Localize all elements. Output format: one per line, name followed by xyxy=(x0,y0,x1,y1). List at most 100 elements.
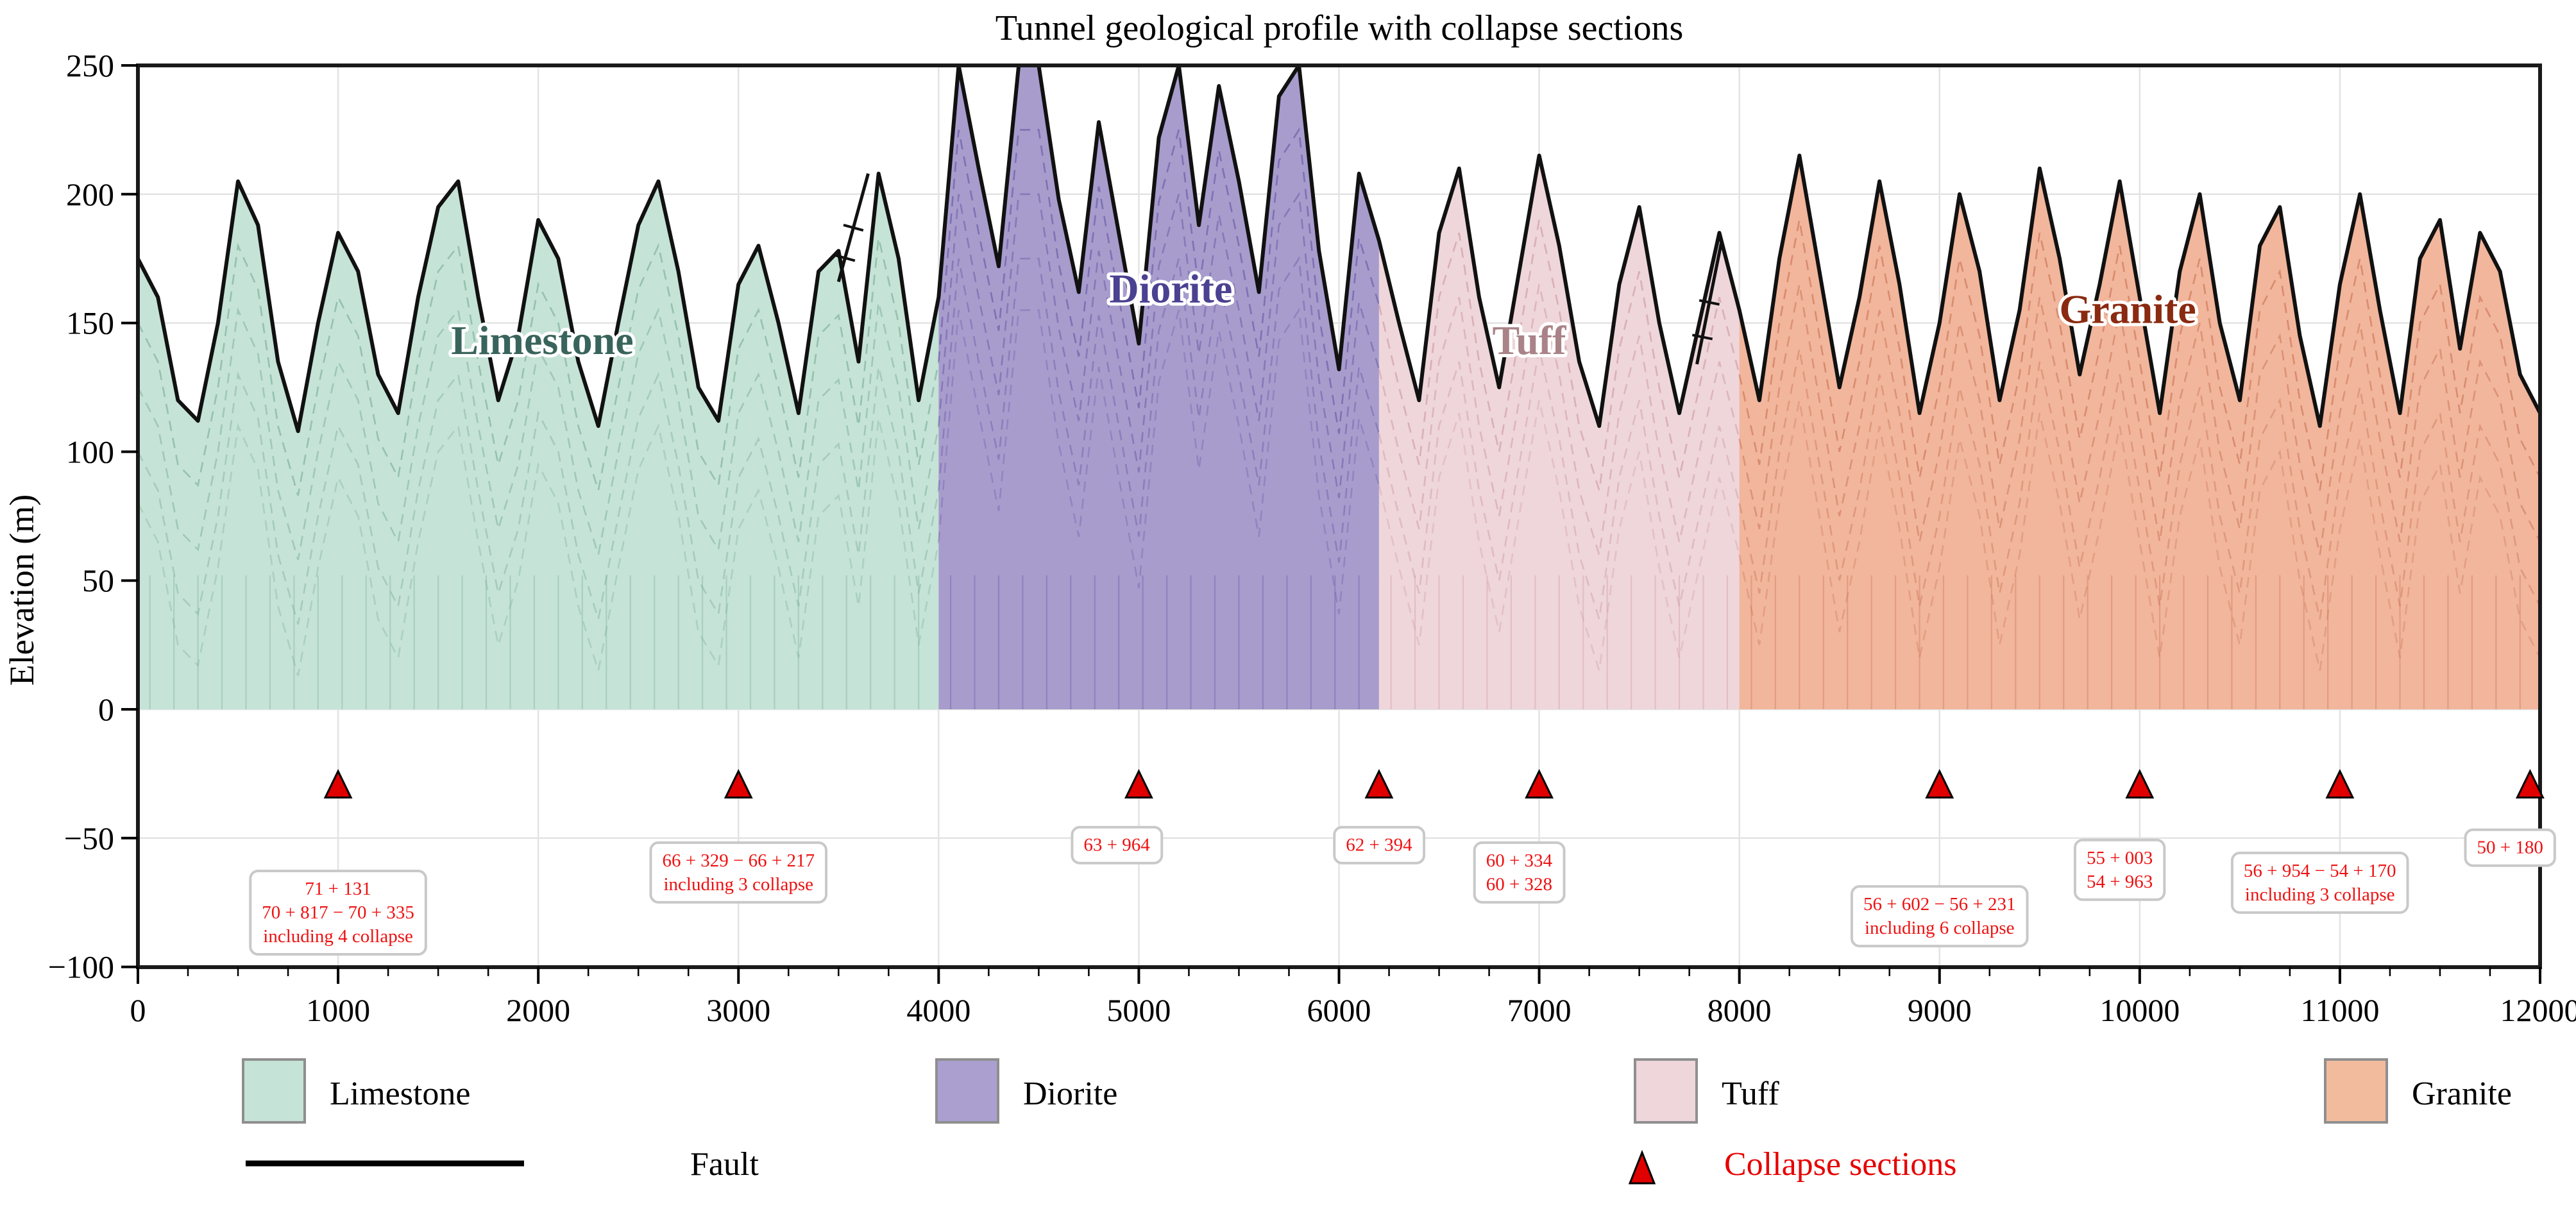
annotation-text: 60 + 334 60 + 328 xyxy=(1486,850,1553,895)
diorite-swatch xyxy=(935,1058,999,1124)
stratum-line xyxy=(938,127,1380,434)
x-tick-label: 8000 xyxy=(1707,992,1772,1028)
annotation-box xyxy=(2073,838,2166,901)
y-axis-label: Elevation (m) xyxy=(3,494,41,686)
legend-label-limestone: Limestone xyxy=(330,1076,471,1112)
annotation-text: 56 + 954 − 54 + 170 including 3 collapse xyxy=(2244,861,2396,905)
annotation-box xyxy=(1850,885,2029,948)
stratum-line xyxy=(1378,219,1740,491)
zone-labels: Limestone Diorite Tuff Granite xyxy=(448,262,2199,366)
legend-label-fault: Fault xyxy=(690,1146,759,1183)
stratum-line xyxy=(137,418,940,677)
stratum-line xyxy=(1378,348,1740,620)
legend-item-fault: Fault xyxy=(246,1146,759,1183)
collapse-annotations: 71 + 131 70 + 817 − 70 + 335 including 4 c… xyxy=(249,825,2556,956)
annotation-text: 50 + 180 xyxy=(2477,838,2543,858)
y-tick-label: 100 xyxy=(66,434,114,469)
annotation-box xyxy=(1333,825,1426,865)
x-tick-label: 10000 xyxy=(2099,992,2180,1028)
collapse-annotation: 56 + 602 − 56 + 231 including 6 collapse xyxy=(1850,885,2029,948)
fault-tick xyxy=(1699,299,1720,306)
fault-tick xyxy=(1691,334,1713,341)
stratum-line xyxy=(1738,219,2541,491)
x-tick-label: 2000 xyxy=(506,992,570,1028)
legend-item-diorite: Diorite xyxy=(935,1058,1117,1124)
legend-item-granite: Granite xyxy=(2324,1058,2512,1124)
x-tick-label: 12000 xyxy=(2500,992,2576,1028)
fault-tick xyxy=(843,223,864,232)
x-tick-label: 6000 xyxy=(1307,992,1371,1028)
legend: Limestone Diorite Tuff Granite Fault Col… xyxy=(242,1058,2512,1185)
stratum-line xyxy=(938,192,1380,498)
collapse-annotation: 56 + 954 − 54 + 170 including 3 collapse xyxy=(2230,851,2409,914)
axes-and-ticks: 0 1000 2000 3000 4000 5000 6000 7000 8000 9000 100… xyxy=(48,47,2576,1028)
collapse-markers xyxy=(323,769,2545,798)
legend-label-collapse-sections: Collapse sections xyxy=(1724,1146,1957,1183)
annotation-box xyxy=(2464,828,2556,867)
y-tick-label: 250 xyxy=(66,47,114,83)
zone-label-diorite: Diorite xyxy=(1109,266,1232,311)
stratum-line xyxy=(137,237,940,496)
x-tick-label: 11000 xyxy=(2300,992,2379,1028)
stratum-line xyxy=(938,256,1380,563)
zone-fill-diorite xyxy=(938,65,1379,709)
collapse-annotation: 50 + 180 xyxy=(2464,828,2556,867)
annotation-box xyxy=(1071,825,1164,865)
terrain-profile-line xyxy=(136,63,2542,434)
legend-label-diorite: Diorite xyxy=(1023,1076,1117,1112)
y-tick-label: 50 xyxy=(82,562,114,598)
stratum-line xyxy=(1378,400,1740,671)
x-tick-label: 3000 xyxy=(706,992,770,1028)
collapse-annotation: 66 + 329 − 66 + 217 including 3 collapse xyxy=(649,841,828,904)
annotation-text: 66 + 329 − 66 + 217 including 3 collapse xyxy=(662,850,815,895)
stratum-line xyxy=(137,366,940,625)
zone-label-limestone: Limestone xyxy=(451,317,633,363)
fault-marks xyxy=(835,173,1724,365)
collapse-triangle-sample xyxy=(1628,1149,1656,1185)
stratum-line xyxy=(938,307,1380,614)
collapse-annotation: 62 + 394 xyxy=(1333,825,1426,865)
collapse-marker xyxy=(1124,769,1153,798)
y-tick-label: 0 xyxy=(98,691,114,727)
collapse-annotation: 55 + 003 54 + 963 xyxy=(2073,838,2166,901)
fault-tick xyxy=(835,254,856,262)
x-tick-label: 0 xyxy=(130,992,146,1028)
legend-label-tuff: Tuff xyxy=(1722,1076,1779,1112)
annotation-box xyxy=(2230,851,2409,914)
collapse-marker xyxy=(2125,769,2155,798)
stratum-line xyxy=(137,302,940,561)
annotation-text: 55 + 003 54 + 963 xyxy=(2087,848,2153,892)
stratum-line xyxy=(1738,284,2541,555)
y-tick-label: −50 xyxy=(64,820,114,856)
collapse-marker xyxy=(1925,769,1954,798)
legend-label-granite: Granite xyxy=(2412,1076,2512,1112)
y-tick-label: −100 xyxy=(48,949,114,985)
y-tick-label: 150 xyxy=(66,305,114,341)
annotation-text: 62 + 394 xyxy=(1346,835,1412,856)
limestone-swatch xyxy=(242,1058,306,1124)
x-tick-label: 9000 xyxy=(1908,992,1972,1028)
collapse-annotation: 60 + 334 60 + 328 xyxy=(1473,841,1566,904)
x-tick-label: 7000 xyxy=(1507,992,1572,1028)
collapse-marker xyxy=(724,769,753,798)
terrain-line xyxy=(136,63,2542,434)
collapse-marker xyxy=(1364,769,1394,798)
legend-item-limestone: Limestone xyxy=(242,1058,471,1124)
collapse-annotation: 63 + 964 xyxy=(1071,825,1164,865)
annotation-text: 71 + 131 70 + 817 − 70 + 335 including 4 c… xyxy=(262,879,414,947)
annotation-box xyxy=(649,841,828,904)
zone-fill-tuff xyxy=(1378,155,1740,709)
zone-fill-limestone xyxy=(138,173,939,709)
tuff-swatch xyxy=(1634,1058,1698,1124)
collapse-marker xyxy=(2325,769,2355,798)
stratum-line xyxy=(1738,348,2541,620)
zone-label-tuff: Tuff xyxy=(1492,317,1566,363)
stratum-line xyxy=(1378,284,1740,555)
zone-label-granite: Granite xyxy=(2059,287,2196,332)
x-tick-label: 4000 xyxy=(906,992,970,1028)
strata-lines xyxy=(137,127,2541,709)
annotation-text: 63 + 964 xyxy=(1083,835,1150,856)
annotation-text: 56 + 602 − 56 + 231 including 6 collapse xyxy=(1863,894,2016,938)
